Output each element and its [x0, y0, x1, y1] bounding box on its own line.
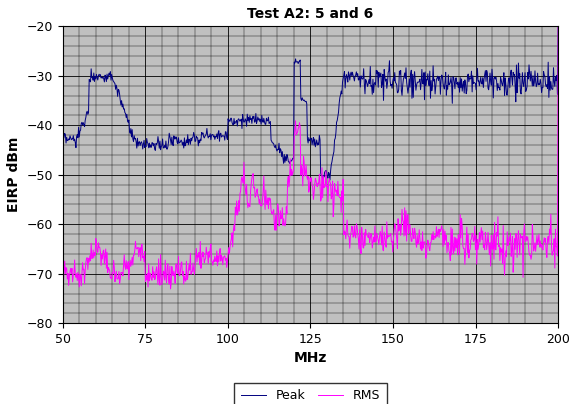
Peak	[452, 76, 459, 80]
X-axis label: MHz: MHz	[294, 351, 327, 366]
RMS	[452, 235, 459, 240]
RMS	[282, 223, 288, 228]
Peak	[376, 70, 383, 75]
RMS	[167, 286, 174, 291]
Peak	[154, 140, 161, 145]
Peak	[327, 178, 334, 183]
Peak	[223, 135, 230, 140]
Peak	[281, 152, 288, 157]
RMS	[376, 242, 383, 247]
Peak	[59, 133, 66, 137]
RMS	[59, 265, 66, 270]
RMS	[554, 24, 561, 29]
Peak	[350, 73, 357, 78]
Y-axis label: EIRP dBm: EIRP dBm	[7, 137, 21, 213]
Line: Peak: Peak	[63, 26, 558, 180]
RMS	[154, 273, 161, 278]
Peak	[554, 24, 561, 29]
Legend: Peak, RMS: Peak, RMS	[234, 383, 387, 404]
RMS	[224, 259, 231, 264]
RMS	[350, 235, 357, 240]
Line: RMS: RMS	[63, 26, 558, 289]
Title: Test A2: 5 and 6: Test A2: 5 and 6	[248, 7, 373, 21]
